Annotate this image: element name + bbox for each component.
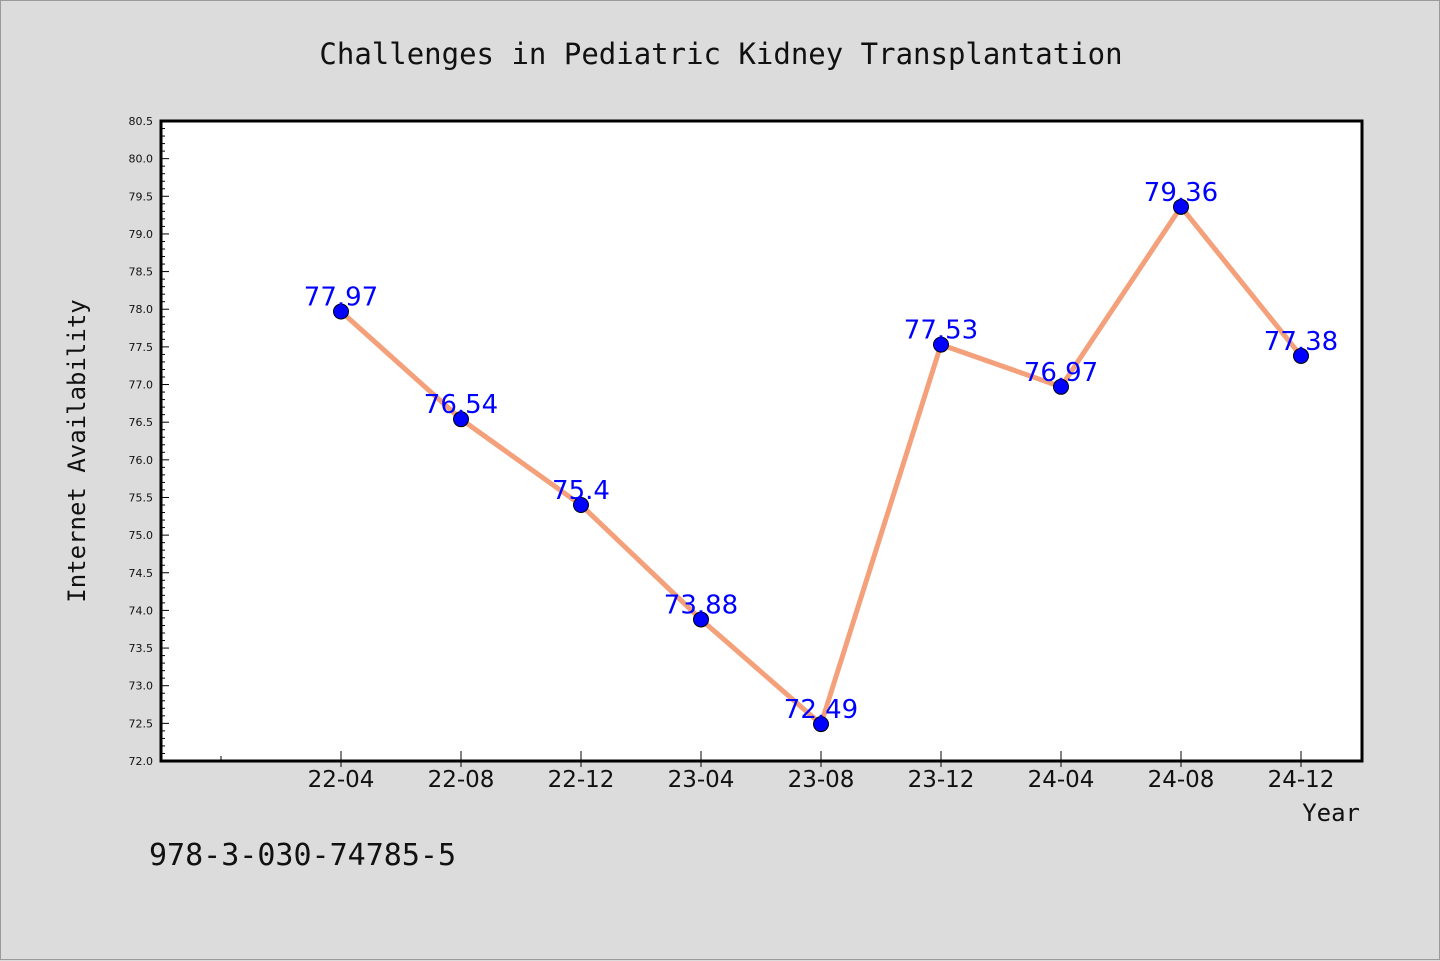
- data-point: [1053, 378, 1069, 395]
- data-label: 75.4: [552, 476, 610, 506]
- y-tick-label: 73.0: [129, 680, 154, 693]
- y-tick-label: 74.5: [129, 567, 154, 580]
- y-tick-label: 74.0: [129, 604, 154, 617]
- data-label: 76.97: [1024, 358, 1098, 388]
- y-tick-label: 78.0: [129, 303, 154, 316]
- x-tick-label: 23-04: [668, 767, 735, 793]
- y-tick-label: 76.0: [129, 454, 154, 467]
- data-point: [693, 611, 709, 628]
- x-axis: 22-04 22-08 22-12 23-04 23-08 23-12 24-04 24-08…: [220, 751, 1335, 793]
- data-label: 76.54: [424, 390, 498, 420]
- y-axis-title: Internet Availability: [63, 299, 91, 602]
- data-point: [1293, 347, 1309, 364]
- data-label: 73.88: [664, 590, 738, 620]
- y-tick-label: 80.5: [129, 115, 154, 128]
- footer-text: 978-3-030-74785-5: [149, 838, 456, 873]
- data-label: 72.49: [784, 695, 858, 725]
- y-tick-label: 75.0: [129, 529, 154, 542]
- data-label: 77.97: [304, 282, 378, 312]
- y-tick-label: 78.5: [129, 266, 154, 279]
- data-point: [813, 716, 829, 733]
- chart-title: Challenges in Pediatric Kidney Transplan…: [319, 37, 1122, 71]
- y-tick-label: 75.5: [129, 491, 154, 504]
- y-tick-label: 79.5: [129, 190, 154, 203]
- plot-frame: [159, 119, 1364, 763]
- y-tick-label: 76.5: [129, 416, 154, 429]
- data-point: [1173, 198, 1189, 215]
- x-tick-label: 22-08: [428, 767, 495, 793]
- x-tick-label: 23-08: [788, 767, 855, 793]
- x-tick-label: 23-12: [908, 767, 975, 793]
- x-tick-label: 22-12: [548, 767, 615, 793]
- y-tick-label: 72.5: [129, 717, 154, 730]
- data-point: [573, 497, 589, 513]
- y-axis: 72.0 72.5 73.0 73.5 74.0 74.5 75.0 75.5 76.0 76.5…: [129, 115, 169, 768]
- y-tick-label: 79.0: [129, 228, 154, 241]
- y-tick-label: 77.5: [129, 341, 154, 354]
- plot-area: [161, 121, 1362, 761]
- x-tick-label: 24-04: [1028, 767, 1095, 793]
- data-point: [453, 411, 469, 428]
- x-axis-title: Year: [1302, 799, 1360, 827]
- data-series: 77.97 76.54 75.4 73.88 72.49 77.53 76.97 79.36 7…: [304, 178, 1338, 733]
- data-point: [933, 336, 949, 353]
- y-tick-label: 77.0: [129, 379, 154, 392]
- y-tick-label: 73.5: [129, 642, 154, 655]
- y-tick-label: 72.0: [129, 755, 154, 768]
- data-label: 77.53: [904, 316, 978, 346]
- x-tick-label: 24-12: [1268, 767, 1335, 793]
- data-point: [333, 303, 349, 320]
- x-tick-label: 24-08: [1148, 767, 1215, 793]
- data-label: 77.38: [1264, 327, 1338, 357]
- y-tick-label: 80.0: [129, 153, 154, 166]
- x-tick-label: 22-04: [308, 767, 375, 793]
- data-label: 79.36: [1144, 178, 1218, 208]
